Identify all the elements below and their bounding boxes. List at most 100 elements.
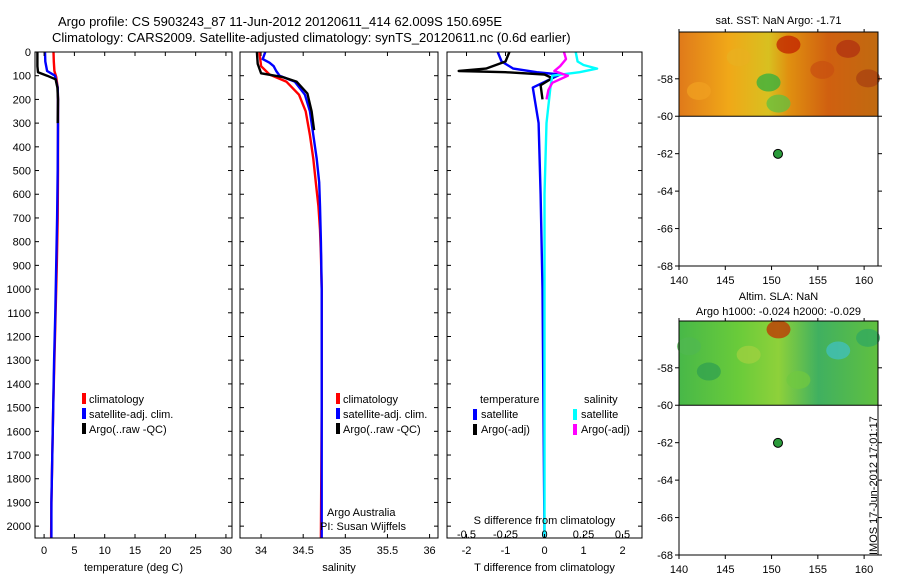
x-tick-label: 145 <box>716 564 734 576</box>
y-tick-label: -60 <box>657 111 673 123</box>
y-tick-label: 1600 <box>7 426 31 438</box>
panel-temperature: 0 100 200 300 400 500 600 700 800 900 1000 1100 1200… <box>7 47 233 574</box>
map-texture-patch <box>766 94 791 113</box>
x-tick-label: 35 <box>339 545 351 557</box>
y-tick-label: 1400 <box>7 379 31 391</box>
y-tick-label: 2000 <box>7 521 31 533</box>
x-tick-label: 35.5 <box>377 545 398 557</box>
y-tick-label: 900 <box>13 260 31 272</box>
x-tick-label: 15 <box>129 545 141 557</box>
top-axis-tick-label: -0.25 <box>493 529 518 541</box>
series-satellite <box>543 51 599 538</box>
legend-swatch <box>82 393 86 404</box>
y-tick-label: 1900 <box>7 497 31 509</box>
x-tick-label: 155 <box>809 564 827 576</box>
y-tick-label: 800 <box>13 237 31 249</box>
y-tick-label: 1800 <box>7 474 31 486</box>
y-tick-label: -58 <box>657 363 673 375</box>
x-tick-label: -1 <box>501 545 511 557</box>
top-axis-tick-label: 0 <box>541 529 547 541</box>
x-tick-label: 140 <box>670 275 688 287</box>
y-tick-label: -64 <box>657 475 673 487</box>
x-tick-label: 34.5 <box>292 545 313 557</box>
legend-label: climatology <box>89 394 145 406</box>
legend-label: satellite <box>581 409 618 421</box>
map-texture-patch <box>856 328 881 347</box>
y-tick-label: 1300 <box>7 355 31 367</box>
float-position-marker <box>772 148 783 159</box>
legend-swatch <box>82 423 86 434</box>
x-tick-label: 150 <box>762 564 780 576</box>
y-tick-label: 600 <box>13 189 31 201</box>
series-argo-adj- <box>457 51 554 100</box>
timestamp-stamp: IMOS 17-Jun-2012 17:01:17 <box>868 416 880 555</box>
map-title-line1: Altim. SLA: NaN <box>739 291 819 303</box>
legend-swatch <box>82 408 86 419</box>
x-tick-label: 150 <box>762 275 780 287</box>
legend-swatch <box>573 424 577 435</box>
x-axis-label: temperature (deg C) <box>84 562 183 574</box>
legend-label: satellite-adj. clim. <box>89 409 173 421</box>
x-tick-label: 160 <box>855 564 873 576</box>
figure-title-line1: Argo profile: CS 5903243_87 11-Jun-2012 … <box>58 14 503 29</box>
x-tick-label: 20 <box>159 545 171 557</box>
top-axis-tick-label: 0.5 <box>615 529 630 541</box>
y-tick-label: 400 <box>13 142 31 154</box>
y-tick-label: 0 <box>25 47 31 59</box>
legend-label: Argo(..raw -QC) <box>343 424 421 436</box>
legend-swatch <box>336 423 340 434</box>
x-tick-label: 1 <box>580 545 586 557</box>
top-axis-tick-label: 0.25 <box>573 529 594 541</box>
series-argo-adj- <box>545 51 570 100</box>
plot-frame <box>239 51 439 539</box>
map-texture-patch <box>736 345 761 364</box>
panel-sst_map: -68 -66 -64 -62 -60 -58 140 145 150 155 160 sat. SS… <box>657 15 882 287</box>
map-texture-patch <box>676 337 701 356</box>
map-frame <box>678 31 879 267</box>
x-axis-label: T difference from climatology <box>474 562 615 574</box>
x-tick-label: 25 <box>190 545 202 557</box>
map-texture-patch <box>696 362 721 381</box>
x-tick-label: 140 <box>670 564 688 576</box>
x-tick-label: 5 <box>71 545 77 557</box>
x-tick-label: 10 <box>99 545 111 557</box>
x-tick-label: 155 <box>809 275 827 287</box>
legend-header-temperature: temperature <box>480 394 539 406</box>
y-tick-label: 1000 <box>7 284 31 296</box>
panel-difference: -2 -1 0 1 2 T difference from climatology S di… <box>446 51 643 574</box>
y-tick-label: -66 <box>657 224 673 236</box>
top-axis-tick-label: -0.5 <box>457 529 476 541</box>
map-title: sat. SST: NaN Argo: -1.71 <box>716 15 842 27</box>
y-tick-label: -60 <box>657 400 673 412</box>
series-argo-raw-qc- <box>255 51 316 131</box>
y-tick-label: -58 <box>657 74 673 86</box>
legend-label: Argo(-adj) <box>481 424 530 436</box>
float-position-marker <box>772 437 783 448</box>
y-tick-label: -66 <box>657 513 673 525</box>
x-tick-label: 145 <box>716 275 734 287</box>
panel-sla_map: -68 -66 -64 -62 -60 -58 140 145 150 155 160 Altim. … <box>657 291 882 576</box>
y-tick-label: -62 <box>657 149 673 161</box>
legend-swatch <box>336 393 340 404</box>
y-tick-label: 300 <box>13 118 31 130</box>
map-texture-patch <box>756 73 781 92</box>
x-tick-label: -2 <box>462 545 472 557</box>
series-satellite-adj-clim- <box>43 51 60 538</box>
y-tick-label: 200 <box>13 94 31 106</box>
map-texture-patch <box>686 81 711 100</box>
map-title-line2: Argo h1000: -0.024 h2000: -0.029 <box>696 306 861 318</box>
y-tick-label: 500 <box>13 166 31 178</box>
series-satellite <box>496 51 562 539</box>
y-tick-label: 1700 <box>7 450 31 462</box>
y-tick-label: 1200 <box>7 331 31 343</box>
y-tick-label: 100 <box>13 71 31 83</box>
y-tick-label: 700 <box>13 213 31 225</box>
map-texture-patch <box>786 370 811 389</box>
legend-swatch <box>473 424 477 435</box>
x-tick-label: 34 <box>255 545 267 557</box>
y-tick-label: 1100 <box>7 308 31 320</box>
legend-label: satellite <box>481 409 518 421</box>
legend-label: Argo(..raw -QC) <box>89 424 167 436</box>
credit-line1: Argo Australia <box>327 507 396 519</box>
